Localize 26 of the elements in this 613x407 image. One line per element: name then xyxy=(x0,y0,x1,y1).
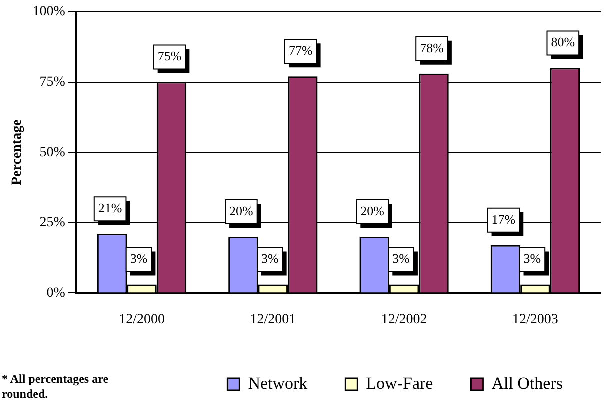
y-tick-label: 50% xyxy=(40,145,66,160)
y-tick-label: 25% xyxy=(40,216,66,231)
data-label: 3% xyxy=(524,251,542,266)
y-tick-label: 100% xyxy=(32,4,66,20)
legend-label: Network xyxy=(248,374,308,393)
y-tick-label: 0% xyxy=(46,286,66,301)
x-tick-label: 12/2000 xyxy=(119,312,165,328)
data-label: 20% xyxy=(230,203,254,218)
data-label: 3% xyxy=(261,251,279,266)
legend-label: Low-Fare xyxy=(366,374,434,393)
y-tick-label: 75% xyxy=(40,74,66,90)
data-label: 20% xyxy=(360,203,385,218)
x-tick-label: 12/2001 xyxy=(250,312,296,328)
legend-label: All Others xyxy=(492,374,563,393)
data-label: 80% xyxy=(551,34,576,50)
data-label: 21% xyxy=(98,200,122,216)
data-label: 75% xyxy=(158,48,182,64)
data-label: 3% xyxy=(392,251,410,266)
text: * All percentages are rounded. xyxy=(2,372,110,402)
x-tick-label: 12/2003 xyxy=(512,312,558,328)
data-label: 77% xyxy=(288,43,313,58)
data-label: 78% xyxy=(420,40,444,56)
data-label: 17% xyxy=(492,212,516,227)
y-axis-title: Percentage xyxy=(10,120,26,186)
data-label: 3% xyxy=(130,251,148,266)
x-tick-label: 12/2002 xyxy=(381,312,428,328)
